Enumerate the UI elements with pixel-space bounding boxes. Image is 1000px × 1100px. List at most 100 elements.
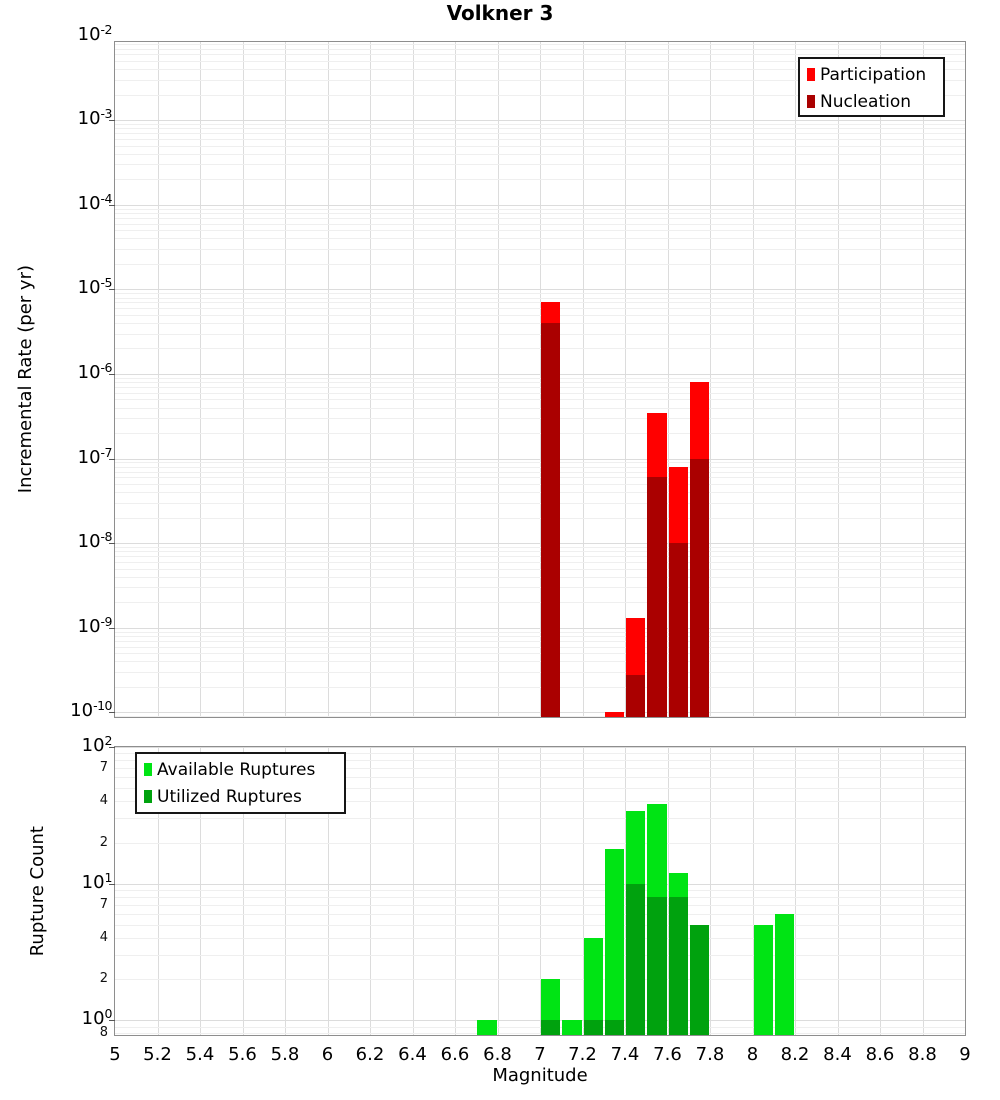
- x-axis-tick-label: 7: [534, 1044, 546, 1065]
- grid-line-horizontal-minor: [115, 635, 965, 637]
- grid-line-horizontal: [115, 1020, 965, 1022]
- legend-item-participation: Participation: [807, 61, 936, 88]
- grid-line-horizontal-minor: [115, 492, 965, 494]
- grid-line-horizontal-minor: [115, 502, 965, 504]
- y-axis-tick-label: 10-7: [77, 444, 113, 468]
- legend-rate: Participation Nucleation: [798, 57, 945, 117]
- x-axis-tick-label: 8.4: [823, 1044, 852, 1065]
- grid-line-horizontal-minor: [115, 61, 965, 62]
- y-axis-tick-mark: [109, 884, 115, 885]
- grid-line-horizontal-minor: [115, 314, 965, 316]
- grid-line-horizontal-minor: [115, 387, 965, 388]
- y-axis-tick-label: 10-4: [77, 190, 113, 214]
- grid-line-horizontal: [115, 543, 965, 545]
- grid-line-horizontal-minor: [115, 760, 965, 762]
- grid-line-vertical: [412, 42, 414, 717]
- x-axis-tick-label: 5.6: [228, 1044, 257, 1065]
- grid-line-horizontal-minor: [115, 904, 965, 906]
- grid-line-horizontal-minor: [115, 302, 965, 304]
- x-axis-tick-label: 6: [321, 1044, 334, 1065]
- grid-line-vertical: [327, 42, 329, 717]
- y-axis-tick-mark: [109, 628, 115, 629]
- x-axis-tick-label: 6.2: [355, 1044, 385, 1065]
- grid-line-horizontal-minor: [115, 979, 965, 981]
- y-axis-tick-mark: [109, 289, 115, 290]
- grid-line-horizontal-minor: [115, 223, 965, 225]
- nucleation-bar: [689, 458, 709, 717]
- grid-line-horizontal-minor: [115, 924, 965, 926]
- utilized-ruptures-bar: [626, 883, 646, 1035]
- grid-line-vertical: [285, 747, 286, 1035]
- grid-line-vertical: [922, 747, 924, 1035]
- x-axis-tick-label: 5.4: [185, 1044, 215, 1065]
- available-ruptures-bar: [753, 924, 773, 1035]
- x-axis-tick-label: 5.2: [143, 1044, 172, 1065]
- x-axis-tick-label: 6.6: [440, 1044, 470, 1065]
- y-axis-minor-tick-label: 7: [99, 896, 108, 912]
- utilized-ruptures-bar: [541, 1020, 561, 1035]
- grid-line-horizontal-minor: [115, 753, 965, 755]
- grid-line-horizontal-minor: [115, 179, 965, 181]
- grid-line-horizontal-minor: [115, 54, 965, 56]
- y-axis-tick-label: 102: [81, 733, 113, 756]
- legend-label: Available Ruptures: [157, 759, 316, 780]
- x-axis-tick-label: 8: [746, 1044, 759, 1065]
- y-axis-tick-mark: [109, 1020, 115, 1021]
- utilized-ruptures-swatch-icon: [144, 790, 152, 803]
- grid-line-vertical: [625, 42, 626, 717]
- y-axis-minor-tick-label: 2: [99, 971, 108, 987]
- grid-line-vertical: [242, 42, 244, 717]
- grid-line-horizontal-minor: [115, 653, 965, 655]
- y-axis-tick-label: 10-3: [77, 106, 113, 130]
- available-ruptures-bar: [604, 848, 624, 1035]
- grid-line-vertical: [667, 42, 669, 717]
- y-axis-tick-mark: [109, 120, 115, 121]
- grid-line-horizontal-minor: [115, 462, 965, 464]
- grid-line-vertical: [625, 747, 626, 1035]
- grid-line-vertical: [200, 42, 201, 717]
- y-axis-minor-tick-label: 4: [99, 930, 108, 945]
- grid-line-horizontal-minor: [115, 333, 965, 335]
- grid-line-horizontal-minor: [115, 133, 965, 135]
- grid-line-vertical: [497, 747, 499, 1035]
- grid-line-horizontal-minor: [115, 716, 965, 717]
- grid-line-horizontal-minor: [115, 818, 965, 820]
- x-axis-tick-label: 7.2: [568, 1044, 597, 1065]
- available-ruptures-bar: [583, 938, 603, 1035]
- participation-bar: [604, 712, 624, 717]
- grid-line-horizontal-minor: [115, 938, 965, 939]
- y-axis-tick-label: 10-2: [77, 21, 113, 45]
- grid-line-horizontal-minor: [115, 348, 965, 350]
- grid-line-horizontal-minor: [115, 471, 965, 473]
- grid-line-horizontal-minor: [115, 955, 965, 956]
- grid-line-vertical: [285, 42, 286, 717]
- legend-ruptures: Available Ruptures Utilized Ruptures: [135, 752, 346, 814]
- legend-item-utilized-ruptures: Utilized Ruptures: [144, 783, 337, 810]
- grid-line-horizontal: [115, 712, 965, 714]
- y-axis-tick-label: 10-5: [77, 275, 113, 299]
- grid-line-horizontal-minor: [115, 561, 965, 563]
- grid-line-vertical: [157, 747, 159, 1035]
- grid-line-horizontal-minor: [115, 208, 965, 210]
- grid-line-horizontal-minor: [115, 248, 965, 250]
- grid-line-horizontal-minor: [115, 164, 965, 166]
- x-axis-tick-label: 6.4: [398, 1044, 427, 1065]
- legend-item-available-ruptures: Available Ruptures: [144, 756, 337, 783]
- y-axis-tick-label: 10-10: [70, 698, 112, 722]
- grid-line-horizontal-minor: [115, 124, 965, 125]
- grid-line-horizontal-minor: [115, 238, 965, 240]
- nucleation-swatch-icon: [807, 95, 815, 108]
- grid-line-vertical: [922, 42, 924, 717]
- x-axis-tick-label: 8.8: [908, 1044, 937, 1065]
- grid-line-vertical: [455, 42, 456, 717]
- available-ruptures-swatch-icon: [144, 763, 152, 776]
- y-axis-tick-label: 10-6: [77, 359, 113, 383]
- plot-incremental-rate: [114, 41, 966, 718]
- grid-line-horizontal-minor: [115, 484, 965, 485]
- legend-label: Participation: [820, 64, 927, 85]
- grid-line-vertical: [795, 747, 796, 1035]
- grid-line-vertical: [795, 42, 796, 717]
- grid-line-horizontal-minor: [115, 1026, 965, 1028]
- grid-line-horizontal-minor: [115, 297, 965, 299]
